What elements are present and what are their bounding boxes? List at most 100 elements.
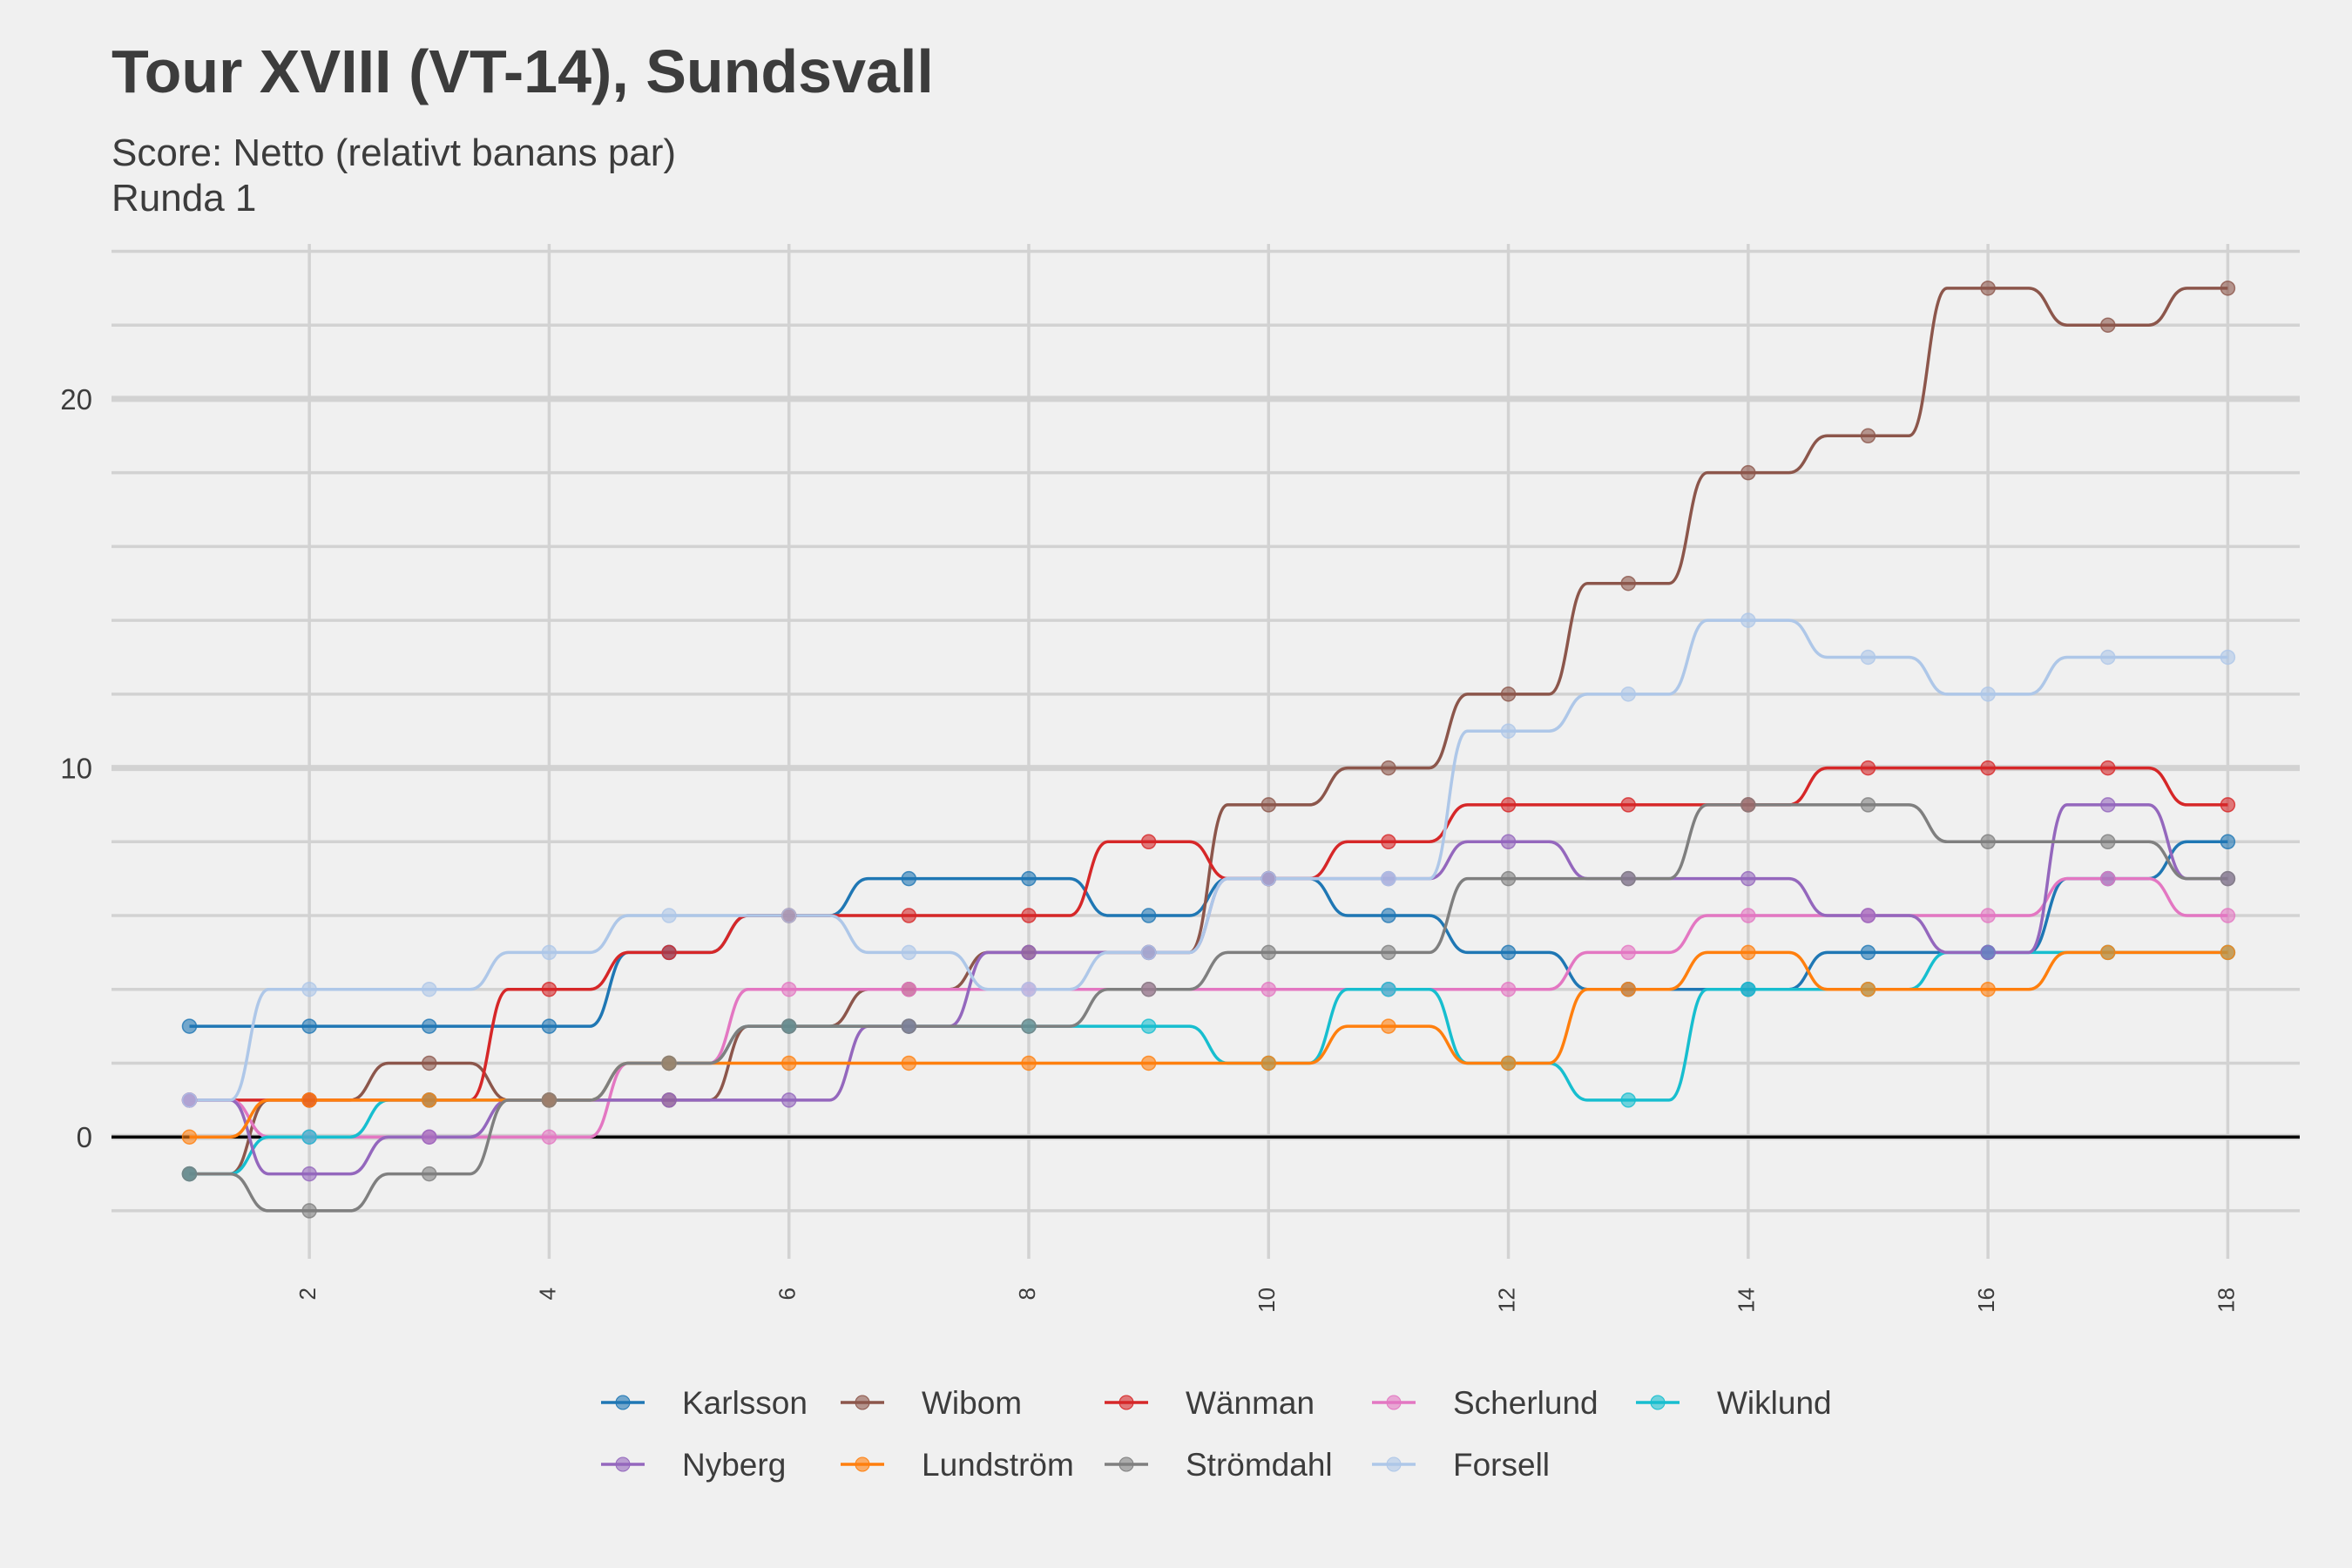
data-point-wibom [1500, 686, 1517, 702]
legend-label-forsell: Forsell [1453, 1447, 1550, 1483]
data-point-nyberg [1860, 908, 1876, 923]
data-point-scherlund [2100, 870, 2116, 887]
legend-key-point-wanman [1119, 1395, 1134, 1410]
legend-label-wiklund: Wiklund [1717, 1385, 1832, 1421]
grid-lines [112, 244, 2300, 1259]
data-point-forsell [2220, 649, 2236, 666]
data-point-scherlund [781, 981, 797, 997]
data-point-wiklund [1381, 981, 1396, 997]
legend-label-wanman: Wänman [1186, 1385, 1315, 1421]
legend: Karlsson Wibom Wänman Scherlund Wiklund Nyber… [601, 1385, 1832, 1483]
data-point-stromdahl [1260, 944, 1277, 961]
legend-key-point-lundstrom [855, 1456, 870, 1472]
data-point-forsell [541, 944, 558, 961]
x-tick-label: 4 [534, 1288, 560, 1300]
data-point-stromdahl [1980, 834, 1996, 850]
data-point-wanman [541, 981, 558, 997]
data-point-lundstrom [1740, 944, 1756, 961]
data-point-lundstrom [1620, 981, 1636, 997]
data-point-wibom [1620, 575, 1636, 591]
data-point-scherlund [901, 981, 917, 997]
data-point-forsell [301, 981, 317, 997]
data-point-nyberg [301, 1166, 317, 1182]
data-point-forsell [1140, 944, 1157, 961]
legend-key-point-scherlund [1386, 1395, 1402, 1410]
data-point-wibom [1740, 464, 1756, 481]
data-point-wibom [422, 1055, 437, 1071]
x-tick-label: 14 [1734, 1288, 1760, 1313]
data-point-stromdahl [1021, 1018, 1037, 1034]
data-point-stromdahl [1381, 944, 1396, 961]
y-tick-label: 10 [60, 753, 92, 785]
data-point-karlsson [541, 1018, 558, 1034]
data-point-lundstrom [422, 1092, 437, 1108]
data-point-lundstrom [301, 1092, 317, 1108]
data-point-wiklund [1620, 1092, 1636, 1108]
data-point-wanman [1021, 908, 1037, 923]
legend-key-point-nyberg [615, 1456, 631, 1472]
data-point-forsell [422, 981, 437, 997]
data-point-wibom [2100, 317, 2116, 333]
data-point-karlsson [422, 1018, 437, 1034]
data-point-stromdahl [181, 1166, 198, 1182]
data-point-forsell [1260, 870, 1277, 887]
data-point-wanman [1140, 834, 1157, 850]
legend-label-lundstrom: Lundström [922, 1447, 1074, 1483]
data-point-scherlund [1620, 944, 1636, 961]
subtitle-line-2: Runda 1 [112, 177, 257, 220]
subtitle-line-1: Score: Netto (relativt banans par) [112, 132, 677, 174]
data-point-forsell [1381, 870, 1396, 887]
x-tick-label: 8 [1014, 1288, 1040, 1300]
x-tick-label: 12 [1493, 1288, 1519, 1313]
legend-key-point-wiklund [1650, 1395, 1666, 1410]
data-point-wibom [1381, 760, 1396, 776]
legend-label-nyberg: Nyberg [682, 1447, 786, 1483]
x-tick-label: 18 [2213, 1288, 2239, 1313]
data-point-stromdahl [1500, 870, 1517, 887]
data-point-forsell [901, 944, 917, 961]
data-point-nyberg [1021, 944, 1037, 961]
data-point-forsell [1980, 686, 1996, 702]
data-point-wanman [1860, 760, 1876, 776]
data-point-lundstrom [2220, 944, 2236, 961]
data-point-wanman [1381, 834, 1396, 850]
legend-key-point-wibom [855, 1395, 870, 1410]
data-point-wanman [1500, 797, 1517, 813]
legend-key-point-karlsson [615, 1395, 631, 1410]
data-point-stromdahl [422, 1166, 437, 1182]
data-point-wiklund [301, 1129, 317, 1145]
legend-key-point-forsell [1386, 1456, 1402, 1472]
legend-label-stromdahl: Strömdahl [1186, 1447, 1333, 1483]
data-point-lundstrom [1381, 1018, 1396, 1034]
x-axis-ticks: 2 4 6 8 10 12 14 16 18 [294, 1288, 2239, 1313]
data-point-stromdahl [1620, 870, 1636, 887]
data-point-wibom [1980, 280, 1996, 296]
series-line-karlsson [189, 840, 2228, 1028]
data-point-karlsson [1021, 870, 1037, 887]
data-point-karlsson [2220, 834, 2236, 850]
data-point-forsell [1860, 649, 1876, 666]
series-line-forsell [189, 618, 2228, 1102]
data-point-wanman [2220, 797, 2236, 813]
data-point-lundstrom [1140, 1055, 1157, 1071]
y-tick-label: 20 [60, 383, 92, 416]
data-point-lundstrom [1260, 1055, 1277, 1071]
data-point-stromdahl [901, 1018, 917, 1034]
data-point-nyberg [1740, 870, 1756, 887]
data-point-scherlund [1500, 981, 1517, 997]
legend-label-scherlund: Scherlund [1453, 1385, 1598, 1421]
data-point-wanman [661, 944, 677, 961]
data-point-karlsson [301, 1018, 317, 1034]
data-point-lundstrom [2100, 944, 2116, 961]
data-point-lundstrom [781, 1055, 797, 1071]
data-point-wiklund [1740, 981, 1756, 997]
data-point-scherlund [541, 1129, 558, 1145]
legend-key-point-stromdahl [1119, 1456, 1134, 1472]
data-point-lundstrom [1021, 1055, 1037, 1071]
legend-label-wibom: Wibom [922, 1385, 1022, 1421]
series-line-wanman [189, 766, 2228, 1102]
data-point-lundstrom [901, 1055, 917, 1071]
data-point-scherlund [1740, 908, 1756, 923]
x-tick-label: 2 [294, 1288, 321, 1300]
data-point-forsell [1620, 686, 1636, 702]
